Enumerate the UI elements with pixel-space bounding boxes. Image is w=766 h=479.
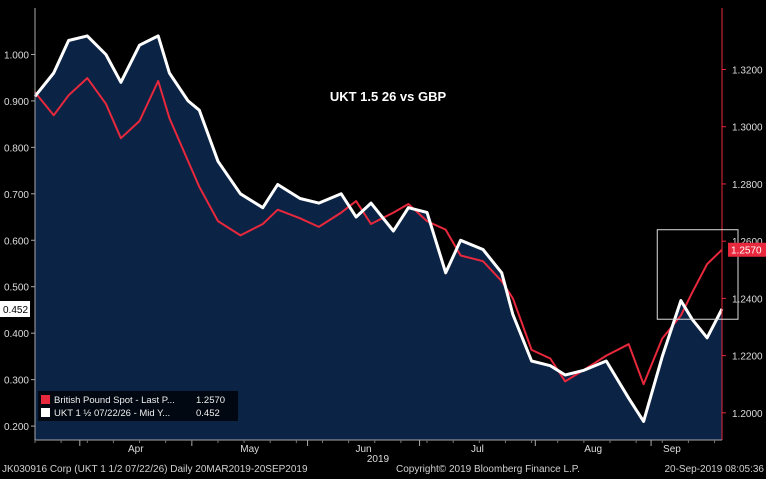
series-line-ukt bbox=[33, 34, 724, 423]
legend-box bbox=[38, 391, 238, 421]
month-tick-label: May bbox=[240, 444, 259, 455]
ukt-last-value-label: 0.452 bbox=[3, 305, 28, 316]
area-fill-ukt bbox=[35, 35, 722, 441]
right-axis-tick-label: 1.3000 bbox=[732, 123, 763, 134]
gbp-last-value-label: 1.2570 bbox=[731, 246, 762, 257]
left-axis-tick-label: 0.300 bbox=[4, 376, 29, 387]
left-axis-tick-label: 0.700 bbox=[4, 190, 29, 201]
footer-copyright: Copyright© 2019 Bloomberg Finance L.P. bbox=[396, 464, 580, 475]
left-axis-tick-label: 0.400 bbox=[4, 329, 29, 340]
right-axis-tick-label: 1.2600 bbox=[732, 237, 763, 248]
ukt-last-value-tag bbox=[0, 301, 30, 318]
chart-title: UKT 1.5 26 vs GBP bbox=[330, 89, 447, 104]
left-axis-tick-label: 0.600 bbox=[4, 236, 29, 247]
gbp-last-value-tag bbox=[728, 242, 766, 257]
month-tick-label: Apr bbox=[128, 444, 144, 455]
right-axis-tick-label: 1.2000 bbox=[732, 409, 763, 420]
legend-series-name: British Pound Spot - Last P... bbox=[54, 395, 175, 406]
right-axis-tick-label: 1.2400 bbox=[732, 294, 763, 305]
left-axis-tick-label: 0.800 bbox=[4, 143, 29, 154]
legend-swatch bbox=[41, 395, 50, 404]
x-axis-year-label: 2019 bbox=[367, 454, 390, 465]
left-axis-tick-label: 0.900 bbox=[4, 97, 29, 108]
footer-timestamp: 20-Sep-2019 08:05:36 bbox=[664, 464, 764, 475]
footer-left: JK030916 Corp (UKT 1 1/2 07/22/26) Daily… bbox=[2, 464, 308, 475]
month-tick-label: Aug bbox=[584, 444, 602, 455]
right-axis-tick-label: 1.2200 bbox=[732, 352, 763, 363]
right-axis-tick-label: 1.3200 bbox=[732, 66, 763, 77]
month-tick-label: Sep bbox=[663, 444, 681, 455]
left-axis-tick-label: 1.000 bbox=[4, 50, 29, 61]
legend-series-value: 0.452 bbox=[196, 408, 220, 419]
legend-series-name: UKT 1 ½ 07/22/26 - Mid Y... bbox=[54, 408, 170, 419]
right-axis-tick-label: 1.2800 bbox=[732, 180, 763, 191]
legend-swatch bbox=[41, 408, 50, 417]
left-axis-tick-label: 0.500 bbox=[4, 283, 29, 294]
month-tick-label: Jul bbox=[471, 444, 484, 455]
left-axis-tick-label: 0.200 bbox=[4, 422, 29, 433]
legend-series-value: 1.2570 bbox=[196, 395, 225, 406]
month-tick-label: Jun bbox=[356, 444, 372, 455]
highlight-box bbox=[656, 229, 739, 320]
